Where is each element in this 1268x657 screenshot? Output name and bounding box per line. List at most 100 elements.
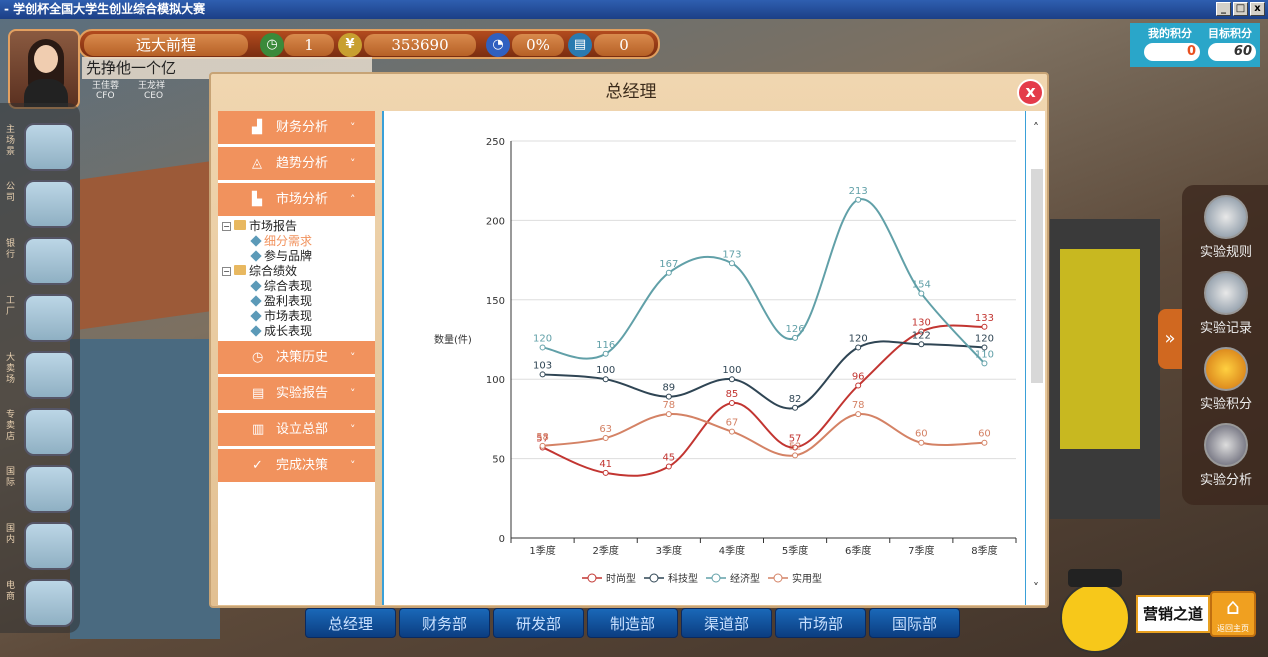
avatar[interactable]: [8, 29, 80, 109]
nav-store[interactable]: 专卖店: [2, 406, 78, 458]
tree-node-brands[interactable]: 参与品牌: [250, 249, 312, 264]
x-tick-label: 1季度: [529, 544, 555, 557]
factory-icon: [24, 294, 74, 342]
tree-node-market-report[interactable]: − 市场报告: [222, 219, 297, 234]
mascot-icon: [1060, 583, 1130, 653]
scrollbar-thumb[interactable]: [1031, 169, 1043, 383]
collapse-icon: −: [222, 222, 231, 231]
minimize-button[interactable]: _: [1216, 2, 1231, 16]
scrollbar[interactable]: ˄ ˅: [1025, 111, 1045, 605]
data-label: 130: [912, 318, 931, 329]
menu-records[interactable]: 实验记录: [1184, 267, 1268, 341]
tree-label: 市场报告: [249, 219, 298, 233]
tab-general-manager[interactable]: 总经理: [305, 608, 396, 638]
data-point: [981, 323, 988, 330]
diamond-icon: [250, 295, 262, 307]
right-menu: 实验规则 实验记录 实验积分 实验分析: [1182, 185, 1268, 505]
menu-points[interactable]: 实验积分: [1184, 343, 1268, 417]
close-button[interactable]: x: [1017, 79, 1044, 106]
menu-decision-history[interactable]: ◷ 决策历史 ˅: [218, 341, 375, 374]
nav-main-scene[interactable]: 主场景: [2, 121, 78, 173]
tree-node-segment-demand[interactable]: 细分需求: [250, 234, 312, 249]
menu-set-headquarters[interactable]: ▥ 设立总部 ˅: [218, 413, 375, 446]
market-analysis-icon: ▙: [252, 192, 262, 207]
menu-analysis[interactable]: 实验分析: [1184, 419, 1268, 493]
tab-manufacturing[interactable]: 制造部: [587, 608, 678, 638]
y-tick-label: 250: [486, 137, 505, 148]
menu-label: 财务分析: [276, 120, 329, 135]
tab-international[interactable]: 国际部: [869, 608, 960, 638]
tree-label: 成长表现: [264, 324, 313, 338]
legend-label: 经济型: [730, 572, 760, 585]
menu-market-analysis[interactable]: ▙ 市场分析 ˄: [218, 183, 375, 216]
home-button[interactable]: ⌂ 返回主页: [1210, 591, 1256, 637]
nav-global[interactable]: 国际: [2, 463, 78, 515]
company-name: 远大前程: [84, 34, 248, 56]
tree-node-overall[interactable]: 综合表现: [250, 279, 312, 294]
nav-bank[interactable]: 银行: [2, 235, 78, 287]
tab-marketing[interactable]: 市场部: [775, 608, 866, 638]
data-point: [918, 439, 925, 446]
data-label: 126: [786, 324, 805, 335]
diamond-icon: [250, 325, 262, 337]
window-title: - 学创杯全国大学生创业综合模拟大赛: [4, 2, 206, 16]
chevron-right-icon[interactable]: »: [1158, 309, 1182, 369]
target-score-label: 目标积分: [1208, 27, 1252, 40]
data-point: [918, 341, 925, 348]
nav-ecommerce[interactable]: 电商: [2, 577, 78, 629]
data-label: 63: [599, 424, 612, 435]
history-icon: ◷: [252, 350, 264, 365]
menu-label: 实验报告: [276, 386, 329, 401]
menu-label: 实验积分: [1199, 397, 1252, 412]
nav-factory[interactable]: 工厂: [2, 292, 78, 344]
data-label: 116: [596, 340, 615, 351]
data-label: 60: [978, 429, 991, 440]
data-point: [602, 376, 609, 383]
nav-label: 公司: [6, 182, 16, 203]
data-point: [728, 376, 735, 383]
window-close-button[interactable]: x: [1250, 2, 1265, 16]
building-yellow: [1060, 249, 1140, 449]
chevron-down-icon[interactable]: ˅: [1033, 581, 1039, 595]
chevron-down-icon: ˅: [350, 351, 356, 364]
menu-trend-analysis[interactable]: ◬ 趋势分析 ˅: [218, 147, 375, 180]
data-point: [792, 444, 799, 451]
tree-node-profit[interactable]: 盈利表现: [250, 294, 312, 309]
tab-rnd[interactable]: 研发部: [493, 608, 584, 638]
tree-node-performance[interactable]: − 综合绩效: [222, 264, 297, 279]
share-value: 0%: [512, 34, 564, 56]
nav-market[interactable]: 大卖场: [2, 349, 78, 401]
tree-label: 综合表现: [264, 279, 313, 293]
data-label: 78: [662, 400, 675, 411]
menu-rules[interactable]: 实验规则: [1184, 191, 1268, 265]
data-point: [855, 411, 862, 418]
data-point: [728, 260, 735, 267]
menu-finance-analysis[interactable]: ▟ 财务分析 ˅: [218, 111, 375, 144]
tree-node-growth[interactable]: 成长表现: [250, 324, 312, 339]
data-label: 52: [789, 441, 802, 452]
y-tick-label: 100: [486, 375, 505, 386]
market-icon: [24, 351, 74, 399]
chevron-up-icon[interactable]: ˄: [1033, 121, 1039, 135]
menu-experiment-report[interactable]: ▤ 实验报告 ˅: [218, 377, 375, 410]
nav-domestic[interactable]: 国内: [2, 520, 78, 572]
member-role: CFO: [96, 91, 115, 101]
nav-label: 主场景: [6, 125, 16, 157]
menu-label: 实验记录: [1199, 321, 1252, 336]
rules-icon: [1204, 195, 1248, 239]
tab-finance[interactable]: 财务部: [399, 608, 490, 638]
my-score-label: 我的积分: [1148, 27, 1192, 40]
bank-icon: [24, 237, 74, 285]
nav-label: 专卖店: [6, 410, 16, 442]
analysis-sidebar: ▟ 财务分析 ˅ ◬ 趋势分析 ˅ ▙ 市场分析 ˄ − 市场报告 细分需求 参与品牌 − 综合…: [218, 111, 375, 605]
maximize-button[interactable]: □: [1233, 2, 1248, 16]
menu-label: 实验规则: [1199, 245, 1252, 260]
tree-label: 盈利表现: [264, 294, 313, 308]
nav-company[interactable]: 公司: [2, 178, 78, 230]
menu-finish-decision[interactable]: ✓ 完成决策 ˅: [218, 449, 375, 482]
tree-node-market-perf[interactable]: 市场表现: [250, 309, 312, 324]
building-wall: [80, 158, 230, 330]
folder-icon: [234, 220, 246, 230]
x-tick-label: 5季度: [782, 544, 808, 557]
tab-channel[interactable]: 渠道部: [681, 608, 772, 638]
